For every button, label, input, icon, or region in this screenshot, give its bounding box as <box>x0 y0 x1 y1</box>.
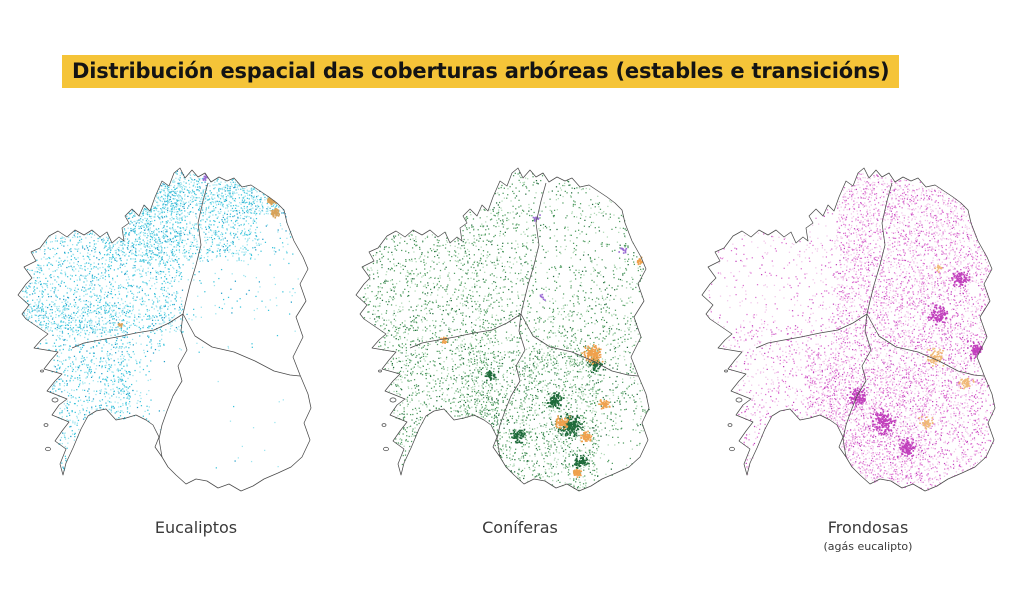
map-canvas-frondosas <box>696 153 1006 511</box>
page-title: Distribución espacial das coberturas arb… <box>62 55 900 89</box>
map-canvas-eucaliptos <box>12 153 322 511</box>
map-label-frondosas: Frondosas <box>827 518 909 537</box>
map-canvas-coniferas <box>350 153 660 511</box>
map-label-coniferas: Coníferas <box>482 518 558 537</box>
map-label-eucaliptos: Eucaliptos <box>154 518 238 537</box>
map-sublabel-frondosas: (agás eucalipto) <box>823 540 913 553</box>
